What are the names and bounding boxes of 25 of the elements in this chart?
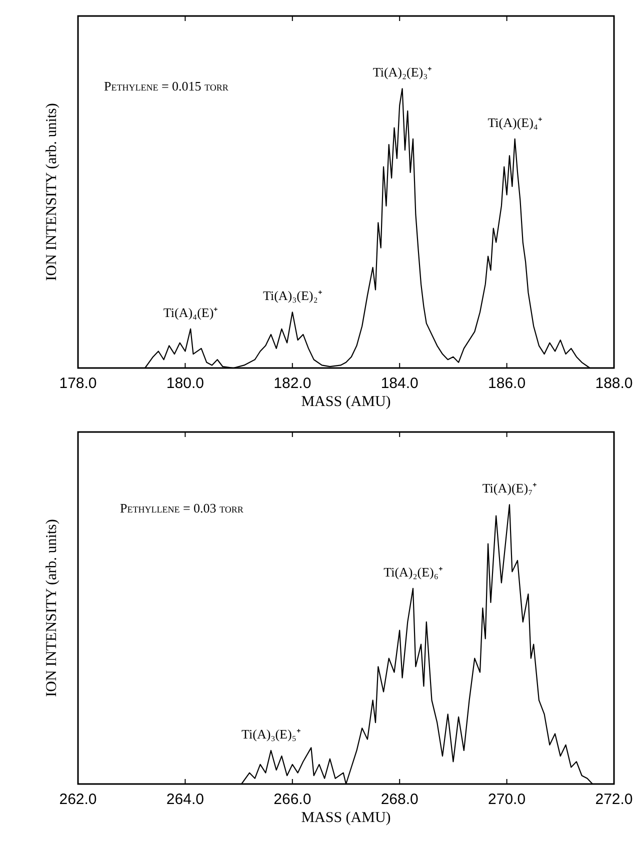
annotation: Ti(A)(E)₇⁺ <box>482 480 537 496</box>
annotation: Ti(A)₂(E)₆⁺ <box>384 564 442 580</box>
annotation: Ti(A)₄(E)⁺ <box>163 304 218 320</box>
y-axis-title: ION INTENSITY (arb. units) <box>44 519 60 697</box>
annotation: Ti(A)(E)₄⁺ <box>488 114 542 130</box>
annotation: Pethyllene = 0.03 torr <box>120 500 244 516</box>
x-tick-label: 272.0 <box>595 791 633 808</box>
annotation: Ti(A)₃(E)₅⁺ <box>242 726 300 742</box>
x-tick-label: 268.0 <box>380 791 418 808</box>
x-axis-title: MASS (AMU) <box>301 394 391 410</box>
x-tick-label: 182.0 <box>274 375 312 392</box>
x-tick-label: 178.0 <box>59 375 97 392</box>
annotation: Ti(A)₂(E)₃⁺ <box>372 64 432 80</box>
x-tick-label: 180.0 <box>166 375 204 392</box>
x-tick-label: 186.0 <box>488 375 526 392</box>
x-tick-label: 188.0 <box>595 375 633 392</box>
y-axis-title: ION INTENSITY (arb. units) <box>44 103 60 281</box>
x-tick-label: 262.0 <box>59 791 97 808</box>
annotation: Ti(A)₃(E)₂⁺ <box>262 288 322 304</box>
x-axis-title: MASS (AMU) <box>301 810 391 826</box>
x-tick-label: 266.0 <box>274 791 312 808</box>
x-tick-label: 270.0 <box>488 791 526 808</box>
x-tick-label: 264.0 <box>166 791 204 808</box>
x-tick-label: 184.0 <box>380 375 418 392</box>
annotation: Pethylene = 0.015 torr <box>104 78 228 94</box>
